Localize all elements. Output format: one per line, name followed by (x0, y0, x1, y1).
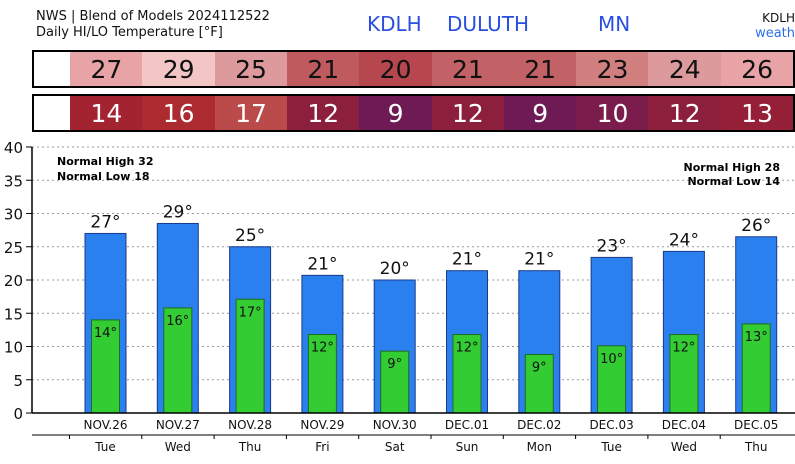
low-data-label: 12° (455, 341, 478, 356)
y-tick-label: 5 (13, 372, 23, 390)
low-bar (597, 345, 627, 414)
station-state: MN (598, 12, 631, 36)
low-data-label: 13° (745, 330, 768, 345)
normal-high-right: Normal High 28 (684, 161, 781, 174)
high-data-label: 21° (524, 250, 554, 270)
x-date-label: NOV.27 (156, 418, 200, 432)
y-tick-label: 40 (4, 139, 23, 157)
header-title-block: NWS | Blend of Models 2024112522 Daily H… (36, 9, 270, 41)
high-data-label: 21° (452, 250, 482, 270)
x-day-label: Thu (744, 440, 768, 454)
low-temp-cell: 10 (576, 96, 649, 130)
header-title-line1: NWS | Blend of Models 2024112522 (36, 9, 270, 24)
x-date-label: NOV.30 (373, 418, 417, 432)
low-temp-cell: 12 (431, 96, 505, 130)
high-data-label: 21° (307, 254, 337, 274)
y-tick-label: 25 (4, 239, 23, 257)
header-right-link[interactable]: weath (755, 26, 795, 41)
low-data-label: 9° (532, 360, 547, 375)
y-tick-label: 0 (13, 405, 23, 423)
x-day-label: Thu (238, 440, 262, 454)
y-tick-label: 35 (4, 172, 23, 190)
x-day-label: Mon (527, 440, 552, 454)
low-temp-cell: 17 (214, 96, 288, 130)
low-data-label: 14° (94, 326, 117, 341)
low-bar (524, 353, 554, 414)
x-day-label: Tue (600, 440, 622, 454)
y-tick-label: 15 (4, 305, 23, 323)
x-date-label: DEC.04 (662, 418, 706, 432)
low-temp-cell: 12 (648, 96, 722, 130)
high-temp-cell: 23 (576, 52, 649, 86)
low-data-label: 17° (239, 305, 262, 320)
normal-low-right: Normal Low 14 (687, 175, 780, 188)
low-bar (741, 323, 771, 414)
station-id: KDLH (367, 12, 422, 36)
high-data-label: 29° (163, 202, 193, 222)
high-temp-cell: 24 (648, 52, 722, 86)
high-data-label: 23° (597, 236, 627, 256)
low-bar (91, 319, 120, 414)
low-data-label: 12° (672, 341, 695, 356)
high-data-label: 26° (741, 216, 771, 236)
low-temp-cell: 12 (286, 96, 360, 130)
low-data-label: 16° (166, 314, 189, 329)
y-tick-label: 10 (4, 339, 23, 357)
high-data-label: 20° (380, 259, 410, 279)
low-data-label: 12° (311, 341, 334, 356)
high-temp-cell: 29 (142, 52, 216, 86)
x-day-label: Fri (315, 440, 329, 454)
low-temp-cell: 9 (503, 96, 577, 130)
high-temp-cell: 21 (286, 52, 360, 86)
low-temp-cell: 13 (720, 96, 794, 130)
low-bar (452, 334, 482, 414)
high-data-label: 24° (669, 230, 699, 250)
x-date-label: DEC.05 (734, 418, 778, 432)
low-temp-cell: 9 (359, 96, 432, 130)
low-bar (669, 334, 699, 414)
header-right-block: KDLH weath (755, 10, 795, 42)
normal-high-left: Normal High 32 (57, 155, 154, 168)
low-temp-cell: 16 (142, 96, 216, 130)
y-tick-label: 20 (4, 272, 23, 290)
high-temp-cell: 21 (431, 52, 505, 86)
high-temp-cell: 27 (70, 52, 143, 86)
x-date-label: DEC.03 (589, 418, 633, 432)
x-day-label: Wed (671, 440, 697, 454)
low-temperature-row: 14 16 17 12 9 12 9 10 12 13 (32, 94, 795, 132)
high-temp-cell: 21 (503, 52, 577, 86)
low-data-label: 10° (600, 352, 623, 367)
high-temp-cell: 26 (720, 52, 794, 86)
x-day-label: Sun (456, 440, 479, 454)
x-day-label: Sat (385, 440, 405, 454)
x-day-label: Wed (165, 440, 191, 454)
x-day-label: Tue (94, 440, 116, 454)
x-date-label: NOV.26 (84, 418, 128, 432)
header-title-line2: Daily HI/LO Temperature [°F] (36, 25, 223, 40)
high-temp-cell: 20 (359, 52, 432, 86)
x-date-label: NOV.29 (300, 418, 344, 432)
x-date-label: DEC.02 (517, 418, 561, 432)
low-temp-cell: 14 (70, 96, 143, 130)
high-temp-cell: 25 (214, 52, 288, 86)
high-data-label: 25° (235, 226, 265, 246)
station-city: DULUTH (447, 12, 530, 36)
low-data-label: 9° (387, 357, 402, 372)
normal-low-left: Normal Low 18 (57, 170, 150, 183)
x-date-label: NOV.28 (228, 418, 272, 432)
high-temperature-row: 27 29 25 21 20 21 21 23 24 26 (32, 50, 795, 88)
low-bar (163, 307, 193, 414)
x-date-label: DEC.01 (445, 418, 489, 432)
high-data-label: 27° (90, 212, 120, 232)
y-tick-label: 30 (4, 206, 23, 224)
low-bar (307, 334, 337, 414)
header-right-id: KDLH (762, 11, 795, 25)
